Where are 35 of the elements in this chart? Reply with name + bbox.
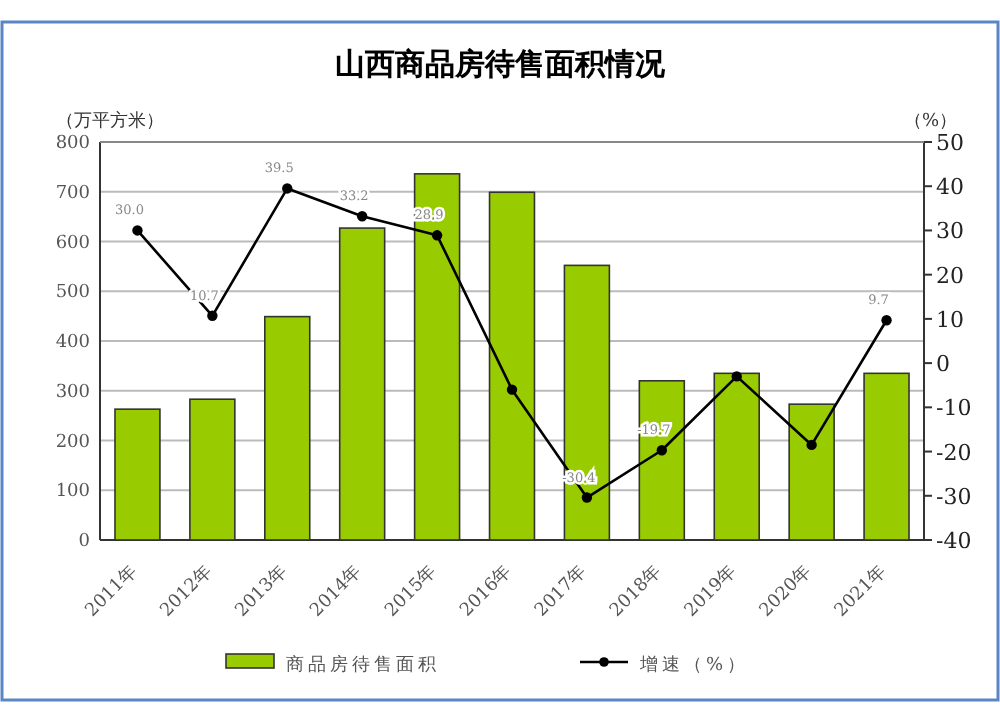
y2-tick-label: 40 <box>936 174 964 201</box>
y-tick-label: 500 <box>55 283 91 304</box>
y2-tick-label: -20 <box>936 439 972 466</box>
chart-title: 山西商品房待售面积情况 <box>335 46 667 82</box>
y-tick-label: 100 <box>55 482 91 503</box>
y-tick-label: 400 <box>55 333 91 353</box>
y2-tick-label: 0 <box>936 351 950 378</box>
y2-tick-label: 30 <box>936 218 964 245</box>
point <box>356 211 368 222</box>
point <box>881 315 892 326</box>
y2-axis-title: （%） <box>904 112 958 132</box>
y-tick-label: 200 <box>55 432 91 453</box>
point <box>282 183 293 194</box>
legend-label: 增速（%） <box>638 654 750 676</box>
y-tick-label: 700 <box>55 183 91 204</box>
point <box>806 439 817 451</box>
y-tick-label: 0 <box>78 532 91 552</box>
point <box>132 225 143 236</box>
y2-tick-label: -40 <box>936 528 972 554</box>
y-tick-label: 600 <box>55 233 91 254</box>
y2-tick-label: 50 <box>936 130 964 156</box>
y-axis-title: （万平方米） <box>56 110 164 132</box>
point <box>207 310 218 321</box>
y2-tick-label: 10 <box>936 306 964 333</box>
y2-tick-label: 20 <box>936 262 964 289</box>
point <box>581 492 593 503</box>
y-tick-label: 300 <box>55 382 91 403</box>
point <box>731 371 742 382</box>
y2-tick-label: -10 <box>936 395 972 422</box>
y-tick-label: 800 <box>55 134 91 154</box>
point <box>656 445 668 456</box>
point <box>431 230 443 241</box>
y2-tick-label: -30 <box>936 483 972 510</box>
point <box>506 384 518 395</box>
legend-label: 商品房待售面积 <box>286 654 440 676</box>
